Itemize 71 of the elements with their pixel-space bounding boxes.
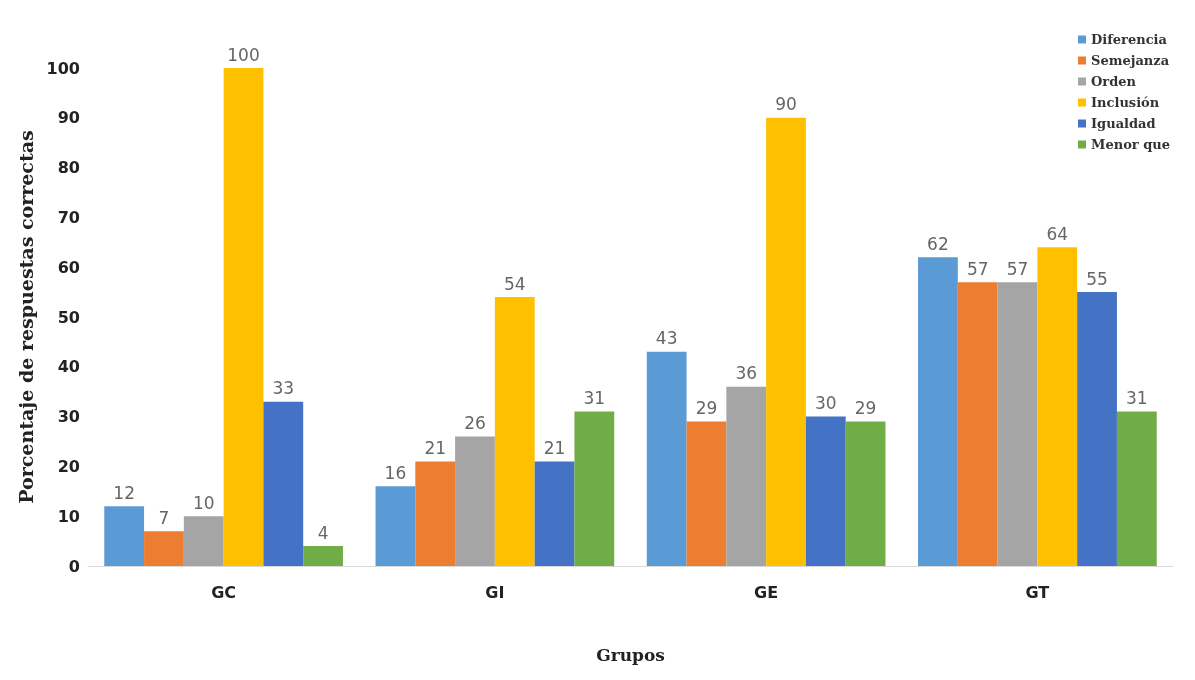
y-axis-title: Porcentaje de respuestas correctas xyxy=(15,130,38,504)
bar xyxy=(766,117,806,566)
data-label: 12 xyxy=(113,482,135,503)
x-tick-label: GI xyxy=(485,582,505,602)
y-tick-label: 60 xyxy=(57,257,80,277)
data-label: 57 xyxy=(966,258,989,279)
legend-label: Semejanza xyxy=(1091,53,1170,68)
data-label: 10 xyxy=(192,492,215,513)
bar xyxy=(455,436,495,566)
bar xyxy=(303,546,343,566)
bar xyxy=(726,386,767,566)
y-tick-label: 50 xyxy=(57,307,80,327)
data-label: 90 xyxy=(775,94,797,115)
data-label: 31 xyxy=(1126,388,1148,409)
bar xyxy=(805,416,846,566)
bar xyxy=(686,421,727,566)
bar xyxy=(1116,411,1157,566)
data-label: 55 xyxy=(1086,268,1108,289)
y-tick-label: 80 xyxy=(57,158,80,178)
x-tick-label: GC xyxy=(211,582,237,602)
data-label: 31 xyxy=(583,388,606,409)
y-tick-label: 70 xyxy=(57,207,80,227)
bar xyxy=(494,297,535,566)
data-label: 100 xyxy=(227,44,260,65)
bar xyxy=(845,421,886,566)
y-tick-label: 40 xyxy=(57,357,80,377)
bar xyxy=(1077,292,1117,566)
legend-label: Menor que xyxy=(1091,137,1171,152)
legend-label: Diferencia xyxy=(1091,32,1168,47)
data-label: 62 xyxy=(927,233,949,254)
bar xyxy=(415,461,456,566)
bar xyxy=(646,351,687,566)
data-label: 64 xyxy=(1046,223,1069,244)
bar xyxy=(918,257,958,566)
y-tick-label: 30 xyxy=(57,407,80,427)
x-axis-title: Grupos xyxy=(596,644,665,665)
bar xyxy=(997,282,1038,566)
data-label: 30 xyxy=(814,393,837,414)
bar xyxy=(223,68,264,566)
data-label: 7 xyxy=(158,507,170,528)
data-label: 33 xyxy=(272,378,295,399)
y-tick-label: 100 xyxy=(46,58,80,78)
data-label: 57 xyxy=(1006,258,1029,279)
bar xyxy=(1037,247,1078,566)
y-tick-label: 20 xyxy=(57,456,80,476)
legend-label: Igualdad xyxy=(1091,116,1156,131)
data-label: 29 xyxy=(695,398,718,419)
bar xyxy=(957,282,998,566)
data-label: 54 xyxy=(503,273,526,294)
y-tick-label: 90 xyxy=(57,108,80,128)
data-label: 29 xyxy=(854,398,877,419)
bar xyxy=(375,486,416,566)
bar xyxy=(574,411,615,566)
legend-label: Orden xyxy=(1091,74,1137,89)
legend-label: Inclusión xyxy=(1091,95,1160,110)
bar xyxy=(183,516,224,566)
data-label: 36 xyxy=(735,363,758,384)
bar xyxy=(263,401,304,566)
data-label: 21 xyxy=(543,437,566,458)
data-label: 16 xyxy=(384,462,407,483)
bar xyxy=(144,531,184,566)
y-tick-label: 0 xyxy=(68,556,80,576)
data-label: 4 xyxy=(317,522,329,543)
data-label: 26 xyxy=(464,413,486,434)
x-tick-label: GT xyxy=(1025,582,1050,602)
bar xyxy=(104,506,145,566)
bar xyxy=(534,461,575,566)
data-label: 43 xyxy=(655,328,678,349)
data-label: 21 xyxy=(424,437,447,458)
x-tick-label: GE xyxy=(754,582,779,602)
y-tick-label: 10 xyxy=(57,506,80,526)
